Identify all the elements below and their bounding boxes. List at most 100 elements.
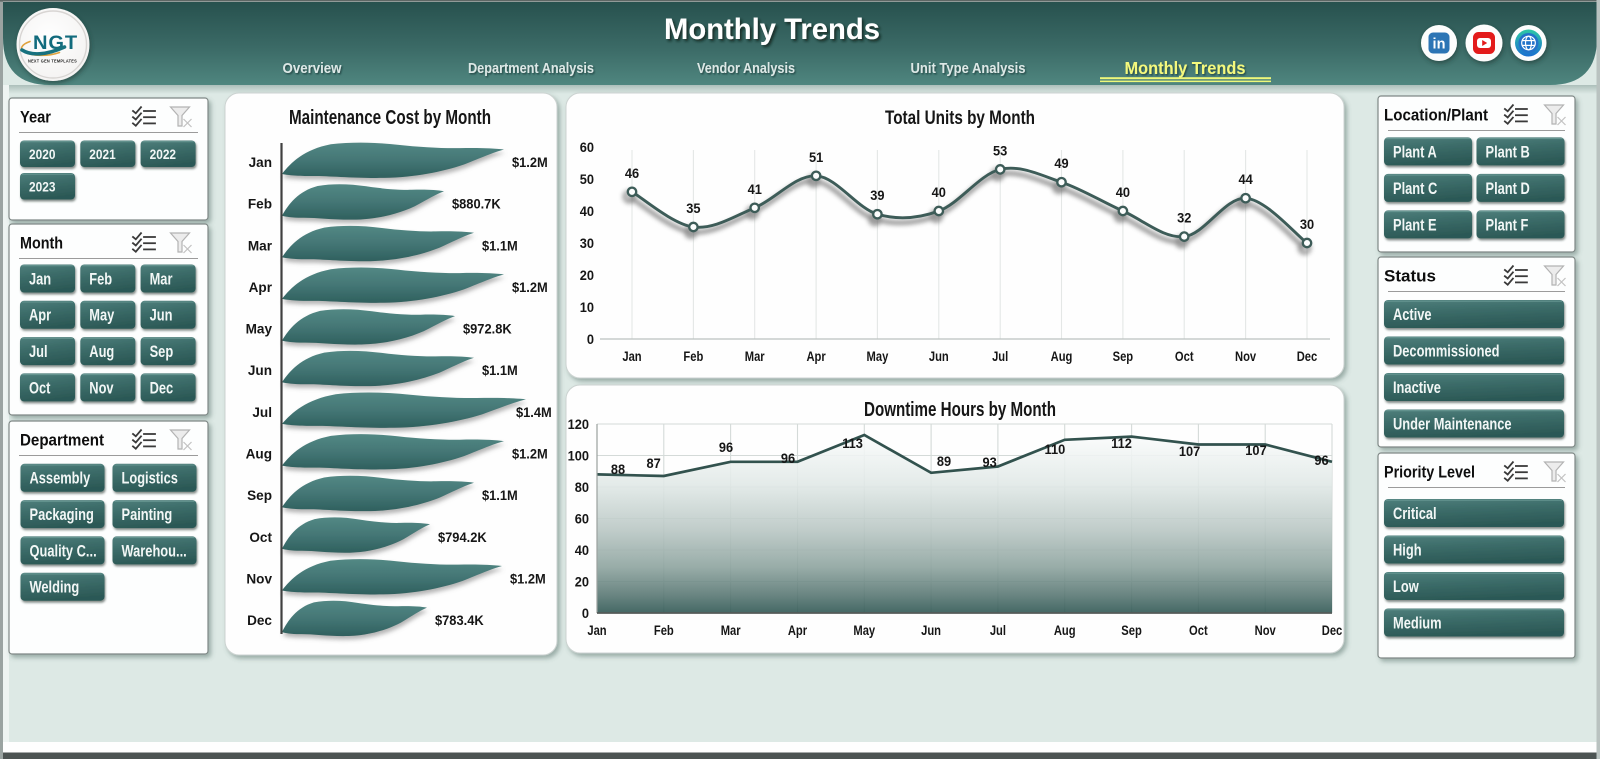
svg-text:$1.1M: $1.1M [482, 238, 518, 254]
svg-text:Packaging: Packaging [29, 507, 93, 525]
svg-text:Feb: Feb [683, 349, 703, 364]
svg-text:$1.4M: $1.4M [516, 404, 552, 420]
svg-text:Active: Active [1393, 307, 1432, 325]
svg-text:Jul: Jul [990, 623, 1006, 638]
svg-text:$1.1M: $1.1M [482, 488, 518, 504]
svg-text:Jun: Jun [150, 307, 173, 325]
svg-text:Month: Month [20, 234, 63, 253]
svg-text:0: 0 [582, 606, 589, 621]
svg-text:$1.2M: $1.2M [512, 279, 548, 295]
svg-text:Oct: Oct [1189, 623, 1208, 638]
svg-text:Mar: Mar [721, 623, 741, 638]
svg-text:Plant B: Plant B [1486, 144, 1530, 162]
svg-text:Oct: Oct [29, 380, 50, 398]
svg-text:Mar: Mar [150, 271, 173, 289]
svg-text:Nov: Nov [89, 380, 114, 398]
svg-text:30: 30 [1300, 217, 1314, 232]
svg-text:Feb: Feb [89, 271, 112, 289]
svg-text:Status: Status [1384, 267, 1436, 286]
svg-text:Sep: Sep [1121, 623, 1142, 638]
svg-text:Jun: Jun [921, 623, 941, 638]
svg-text:Jun: Jun [929, 349, 949, 364]
svg-text:100: 100 [568, 448, 589, 463]
svg-text:40: 40 [575, 543, 589, 558]
svg-text:Feb: Feb [654, 623, 674, 638]
svg-text:Sep: Sep [150, 344, 174, 362]
svg-text:Sep: Sep [1113, 349, 1134, 364]
svg-text:Quality C...: Quality C... [29, 543, 96, 561]
svg-text:$1.1M: $1.1M [482, 363, 518, 379]
svg-text:$1.2M: $1.2M [510, 571, 546, 587]
svg-text:96: 96 [781, 451, 795, 466]
svg-text:Apr: Apr [249, 280, 273, 295]
svg-text:Aug: Aug [89, 344, 114, 362]
svg-text:Plant F: Plant F [1486, 217, 1529, 235]
svg-text:112: 112 [1111, 436, 1132, 451]
svg-text:Priority Level: Priority Level [1384, 463, 1475, 482]
svg-text:40: 40 [1116, 185, 1130, 200]
svg-text:Overview: Overview [283, 60, 342, 77]
svg-text:89: 89 [937, 454, 951, 469]
svg-text:Plant A: Plant A [1393, 144, 1437, 162]
svg-text:Oct: Oct [249, 530, 272, 545]
svg-text:Mar: Mar [248, 238, 273, 253]
svg-text:Jul: Jul [29, 344, 48, 362]
svg-text:49: 49 [1054, 156, 1068, 171]
svg-text:Monthly Trends: Monthly Trends [1125, 58, 1246, 78]
svg-text:53: 53 [993, 143, 1007, 158]
svg-text:Jul: Jul [252, 405, 272, 420]
svg-text:0: 0 [587, 332, 594, 347]
svg-text:Low: Low [1393, 579, 1419, 597]
svg-text:Location/Plant: Location/Plant [1384, 106, 1488, 125]
svg-text:Nov: Nov [1235, 349, 1256, 364]
svg-text:Monthly Trends: Monthly Trends [664, 13, 880, 46]
svg-text:46: 46 [625, 165, 639, 180]
svg-text:Logistics: Logistics [122, 470, 178, 488]
svg-text:May: May [246, 321, 273, 336]
svg-text:$972.8K: $972.8K [463, 321, 512, 337]
svg-text:Dec: Dec [150, 380, 174, 398]
svg-text:NEXT GEN TEMPLATES: NEXT GEN TEMPLATES [28, 59, 77, 64]
svg-text:51: 51 [809, 149, 823, 164]
svg-text:Sep: Sep [247, 488, 272, 503]
svg-text:Total Units by Month: Total Units by Month [885, 108, 1035, 129]
svg-text:Warehou...: Warehou... [122, 543, 187, 561]
svg-text:20: 20 [575, 574, 589, 589]
svg-text:41: 41 [748, 181, 762, 196]
svg-text:Downtime Hours by Month: Downtime Hours by Month [864, 399, 1056, 421]
svg-text:32: 32 [1177, 210, 1191, 225]
svg-text:Plant D: Plant D [1486, 180, 1531, 198]
svg-text:40: 40 [580, 204, 594, 219]
svg-text:Department: Department [20, 431, 104, 450]
svg-text:35: 35 [686, 201, 700, 216]
svg-text:Inactive: Inactive [1393, 380, 1441, 398]
svg-text:Painting: Painting [122, 507, 173, 525]
svg-text:Year: Year [20, 108, 51, 127]
svg-text:Dec: Dec [247, 613, 272, 628]
svg-text:Nov: Nov [1255, 623, 1276, 638]
svg-text:50: 50 [580, 172, 594, 187]
svg-text:120: 120 [568, 417, 589, 432]
svg-text:Feb: Feb [248, 196, 272, 211]
svg-text:May: May [853, 623, 875, 638]
svg-text:107: 107 [1179, 444, 1200, 459]
svg-text:High: High [1393, 542, 1422, 560]
svg-text:May: May [89, 307, 115, 325]
svg-text:Critical: Critical [1393, 506, 1437, 524]
svg-text:2023: 2023 [29, 178, 55, 194]
svg-text:20: 20 [580, 268, 594, 283]
svg-text:Jan: Jan [622, 349, 641, 364]
svg-text:May: May [867, 349, 889, 364]
svg-text:107: 107 [1245, 443, 1266, 458]
svg-text:$1.2M: $1.2M [512, 155, 548, 171]
svg-text:Jun: Jun [248, 363, 272, 378]
svg-text:$794.2K: $794.2K [438, 529, 487, 545]
svg-text:110: 110 [1045, 442, 1066, 457]
svg-text:44: 44 [1238, 172, 1253, 187]
svg-text:60: 60 [580, 140, 594, 155]
svg-text:Under Maintenance: Under Maintenance [1393, 416, 1512, 434]
svg-text:Plant E: Plant E [1393, 217, 1437, 235]
svg-text:Mar: Mar [745, 349, 765, 364]
svg-text:Apr: Apr [788, 623, 807, 638]
svg-text:Apr: Apr [806, 349, 825, 364]
